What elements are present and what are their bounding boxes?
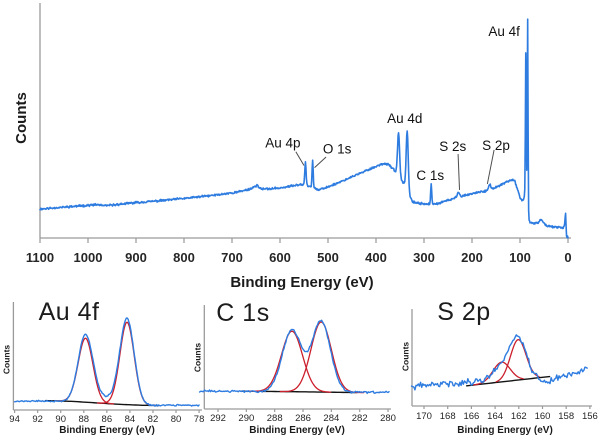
au4f-group: 94 92 90 88 86 84 82 80 78 [9, 302, 204, 425]
peak-leader-line [457, 154, 461, 190]
survey-group: 1100 1000 900 800 700 600 500 400 300 200 100 0Au 4… [26, 3, 572, 265]
c1s-group: 292 290 288 286 284 282 280 [198, 305, 396, 424]
panel-title-c1s: C 1s [216, 299, 270, 327]
s2p-x-tick-label: 160 [535, 411, 551, 422]
s2p-x-tick-label: 156 [582, 411, 598, 422]
c1s-fit-line [248, 330, 332, 393]
c1s-x-tick-label: 280 [380, 413, 396, 424]
detail-panels-plot: 94 92 90 88 86 84 82 80 78 292 290 288 286 284 282 280 1… [9, 302, 598, 425]
survey-x-tick-label: 0 [564, 250, 571, 265]
survey-x-tick-label: 200 [461, 250, 483, 265]
survey-x-tick-label: 400 [365, 250, 387, 265]
c1s-x-tick-label: 292 [210, 413, 226, 424]
c1s-x-tick-label: 286 [295, 413, 311, 424]
peak-label-s-2s: S 2s [439, 139, 466, 154]
survey-x-tick-label: 700 [221, 250, 243, 265]
au4f-fit-line [55, 337, 114, 405]
survey-x-tick-label: 100 [509, 250, 531, 265]
panel-au4f-y-axis-label: Counts [1, 344, 12, 375]
s2p-baseline-line [465, 375, 551, 387]
au4f-x-tick-label: 88 [78, 414, 89, 425]
panel-s2p-y-axis-label: Counts [400, 341, 411, 372]
au4f-x-tick-label: 86 [102, 414, 113, 425]
au4f-x-tick-label: 90 [55, 414, 66, 425]
au4f-x-tick-label: 78 [194, 414, 205, 425]
s2p-x-tick-label: 170 [416, 411, 432, 422]
au4f-x-tick-label: 92 [32, 414, 43, 425]
survey-plot: 1100 1000 900 800 700 600 500 400 300 200 100 0Au 4… [26, 3, 572, 265]
au4f-x-tick-label: 82 [148, 414, 159, 425]
survey-x-tick-label: 600 [269, 250, 291, 265]
panel-c1s-x-axis-label: Binding Energy (eV) [249, 425, 345, 436]
survey-x-tick-label: 1100 [26, 250, 54, 265]
panel-s2p-x-axis-label: Binding Energy (eV) [457, 425, 553, 436]
panel-c1s-y-axis-label: Counts [192, 342, 203, 373]
peak-label-au-4f: Au 4f [488, 24, 520, 39]
au4f-data-line [13, 317, 200, 407]
peak-leader-line [314, 156, 327, 168]
au4f-x-tick-label: 94 [9, 414, 20, 425]
peak-leader-line [486, 149, 495, 185]
c1s-x-tick-label: 284 [323, 413, 339, 424]
peak-leader-line [295, 151, 305, 166]
c1s-fit-line [279, 321, 365, 394]
survey-x-tick-label: 1000 [74, 250, 103, 265]
s2p-x-tick-label: 166 [463, 411, 479, 422]
s2p-x-tick-label: 162 [511, 411, 527, 422]
peak-label-au-4d: Au 4d [387, 111, 422, 126]
survey-x-axis-label: Binding Energy (eV) [230, 274, 374, 291]
au4f-x-tick-label: 80 [171, 414, 182, 425]
au4f-fit-line [96, 321, 156, 407]
s2p-x-tick-label: 168 [440, 411, 456, 422]
peak-label-au-4p: Au 4p [265, 136, 300, 151]
peak-label-c-1s: C 1s [416, 168, 444, 183]
c1s-x-tick-label: 282 [352, 413, 368, 424]
survey-x-tick-label: 300 [413, 250, 435, 265]
s2p-x-tick-label: 158 [558, 411, 574, 422]
s2p-group: 170 168 166 164 162 160 158 156 [410, 309, 598, 422]
c1s-data-line [198, 319, 390, 395]
survey-y-axis-label: Counts [13, 92, 30, 144]
survey-data-line [39, 18, 569, 239]
c1s-x-tick-label: 290 [238, 413, 254, 424]
peak-label-o-1s: O 1s [323, 141, 352, 156]
s2p-x-tick-label: 164 [487, 411, 503, 422]
au4f-x-tick-label: 84 [125, 414, 136, 425]
survey-x-tick-label: 900 [125, 250, 147, 265]
c1s-x-tick-label: 288 [267, 413, 283, 424]
panel-title-au4f: Au 4f [38, 298, 100, 326]
s2p-data-line [410, 334, 588, 391]
survey-x-tick-label: 800 [173, 250, 195, 265]
survey-x-tick-label: 500 [317, 250, 339, 265]
peak-label-s-2p: S 2p [482, 138, 510, 153]
panel-au4f-x-axis-label: Binding Energy (eV) [59, 425, 155, 436]
panel-title-s2p: S 2p [437, 298, 491, 326]
